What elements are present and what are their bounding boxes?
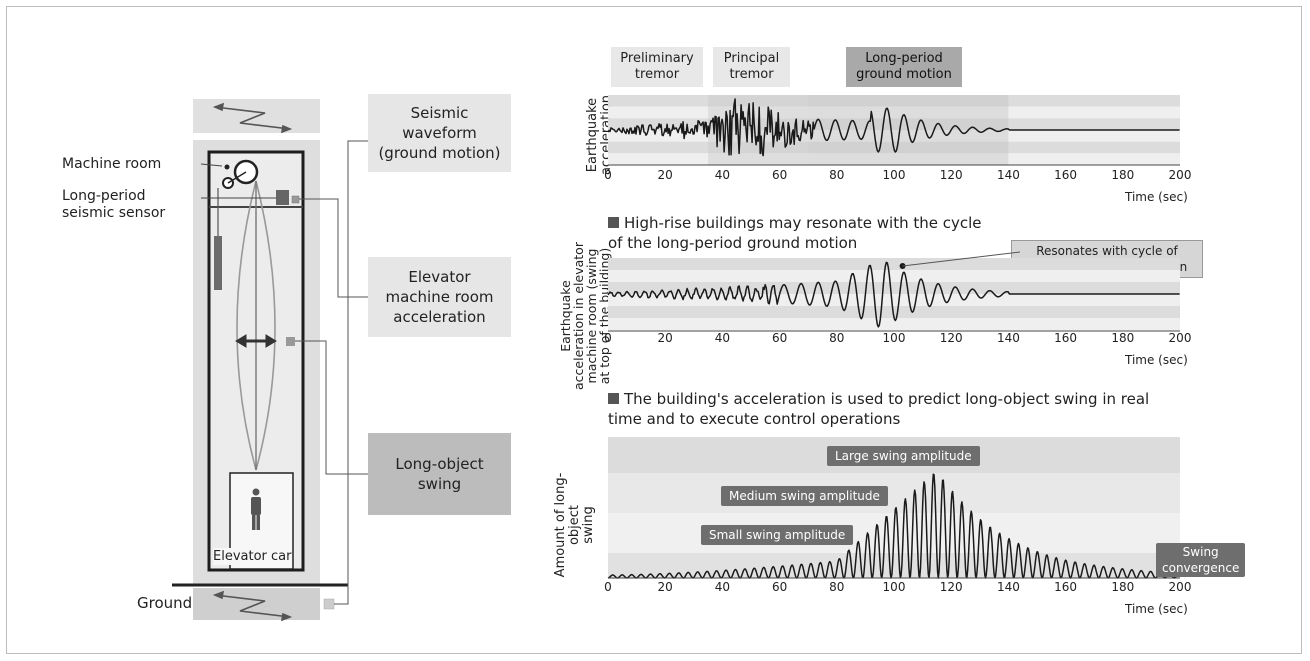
chart2-tick-label: 60 bbox=[771, 331, 788, 345]
chart3-note-text: The building's acceleration is used to p… bbox=[608, 390, 1150, 428]
chart2-tick-label: 0 bbox=[604, 331, 612, 345]
long-object-swing-box: Long-object swing bbox=[368, 433, 511, 515]
chart2-note-text: High-rise buildings may resonate with th… bbox=[608, 214, 982, 252]
chart2-tick-label: 40 bbox=[714, 331, 731, 345]
chart3-tick-label: 140 bbox=[996, 580, 1020, 594]
chart1-tick-label: 100 bbox=[882, 168, 906, 182]
amp-small-label: Small swing amplitude bbox=[701, 525, 854, 545]
chart3-tick-label: 160 bbox=[1054, 580, 1078, 594]
chart1-tick-label: 40 bbox=[714, 168, 731, 182]
rope-left bbox=[236, 180, 257, 471]
swing-arrow-icon bbox=[235, 334, 277, 348]
elevator-car-label: Elevator car bbox=[213, 548, 292, 565]
chart3-tick-label: 100 bbox=[882, 580, 906, 594]
chart2-tick-label: 80 bbox=[829, 331, 845, 345]
seismic-sensor-icon bbox=[276, 190, 289, 205]
connector-seismic bbox=[334, 140, 368, 605]
chart3-note: The building's acceleration is used to p… bbox=[608, 389, 1149, 429]
swing-convergence-label: Swing convergence bbox=[1156, 543, 1246, 577]
chart3-tick-label: 200 bbox=[1168, 580, 1192, 594]
resonance-callout: Resonates with cycle of long-period grou… bbox=[1011, 240, 1203, 278]
chart3-tick-label: 80 bbox=[829, 580, 845, 594]
bullet-square-icon bbox=[608, 393, 619, 404]
seismic-waveform-box: Seismic waveform (ground motion) bbox=[368, 94, 511, 172]
counterweight bbox=[214, 236, 222, 290]
chart2-note: High-rise buildings may resonate with th… bbox=[608, 213, 982, 253]
chart2-tick-label: 120 bbox=[939, 331, 963, 345]
ground-sensor-marker bbox=[323, 598, 335, 610]
chart3-tick-label: 120 bbox=[939, 580, 963, 594]
person-icon bbox=[251, 488, 261, 530]
ground-label: Ground bbox=[137, 594, 193, 612]
phase-preliminary: Preliminary tremor bbox=[611, 47, 703, 87]
bottom-swing-arrows-icon bbox=[212, 590, 293, 622]
rope-right bbox=[255, 180, 276, 471]
top-swing-arrows-icon bbox=[212, 102, 293, 134]
chart3-tick-label: 20 bbox=[657, 580, 673, 594]
phase-preliminary-text: Preliminary tremor bbox=[620, 51, 694, 82]
chart1-tick-label: 80 bbox=[829, 168, 845, 182]
chart2-tick-label: 200 bbox=[1168, 331, 1192, 345]
chart3-xlabel: Time (sec) bbox=[1125, 602, 1188, 616]
chart1-tick-label: 200 bbox=[1168, 168, 1192, 182]
connector-swing bbox=[295, 340, 368, 475]
connector-machine bbox=[299, 198, 368, 298]
bullet-square-icon bbox=[608, 217, 619, 228]
chart2-tick-label: 140 bbox=[996, 331, 1020, 345]
swing-sensor-marker bbox=[286, 337, 295, 346]
amp-large-label: Large swing amplitude bbox=[827, 446, 980, 466]
sensor-label: Long-period seismic sensor bbox=[62, 188, 166, 221]
chart3-tick-label: 0 bbox=[604, 580, 612, 594]
chart1-tick-label: 160 bbox=[1054, 168, 1078, 182]
seismic-waveform-text: Seismic waveform (ground motion) bbox=[378, 104, 501, 162]
machine-room-acceleration-text: Elevator machine room acceleration bbox=[385, 268, 494, 326]
chart1-tick-label: 0 bbox=[604, 168, 612, 182]
chart3-tick-label: 180 bbox=[1111, 580, 1135, 594]
chart1-tick-label: 140 bbox=[996, 168, 1020, 182]
long-object-swing-text: Long-object swing bbox=[395, 455, 484, 493]
chart3-ylabel: Amount of long-object swing bbox=[553, 472, 596, 578]
chart2-xlabel: Time (sec) bbox=[1125, 353, 1188, 367]
chart3-tick-label: 40 bbox=[714, 580, 731, 594]
amp-medium-label: Medium swing amplitude bbox=[721, 486, 888, 506]
chart1-tick-label: 180 bbox=[1111, 168, 1135, 182]
machine-room-acceleration-box: Elevator machine room acceleration bbox=[368, 257, 511, 337]
machine-room-label: Machine room bbox=[62, 156, 162, 172]
elevator-shaft-illustration bbox=[172, 99, 368, 622]
chart2-tick-label: 100 bbox=[882, 331, 906, 345]
chart1-tick-label: 60 bbox=[771, 168, 788, 182]
chart1-tick-label: 20 bbox=[657, 168, 673, 182]
chart3-tick-label: 60 bbox=[771, 580, 788, 594]
chart2-tick-label: 180 bbox=[1111, 331, 1135, 345]
chart2-tick-label: 160 bbox=[1054, 331, 1078, 345]
chart2-ylabel: Earthquake acceleration in elevator mach… bbox=[558, 242, 612, 390]
phase-principal: Principal tremor bbox=[713, 47, 790, 87]
chart1-xlabel: Time (sec) bbox=[1125, 190, 1188, 204]
chart2-tick-label: 20 bbox=[657, 331, 673, 345]
chart1-tick-label: 120 bbox=[939, 168, 963, 182]
phase-long-period-text: Long-period ground motion bbox=[856, 51, 952, 82]
phase-principal-text: Principal tremor bbox=[723, 51, 780, 82]
phase-long-period: Long-period ground motion bbox=[846, 47, 962, 87]
